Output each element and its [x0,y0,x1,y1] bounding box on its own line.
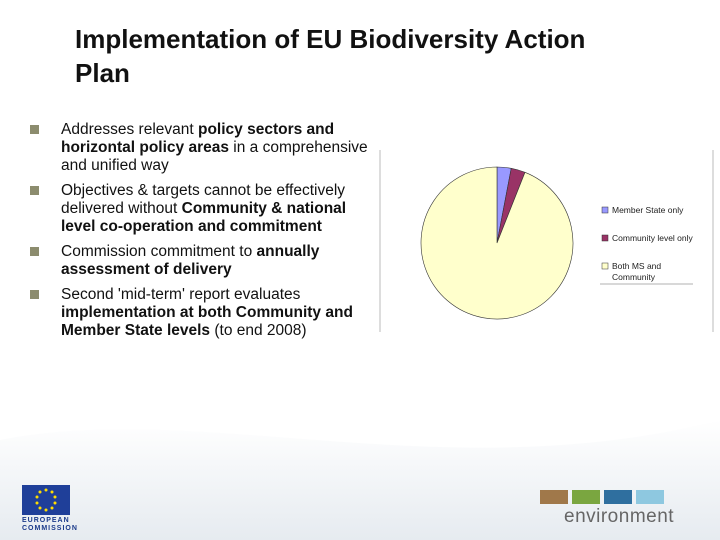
environment-logo [540,490,664,504]
bullet-text: policy sectors and horizontal policy are… [61,121,335,156]
background-wave [0,420,720,540]
legend-label: Both MS and Community [612,261,661,282]
bullet: Commission commitment to annually assess… [30,243,370,279]
bullet-text: Addresses relevant [61,121,198,138]
bullet-text: Second 'mid-term' report evaluates [61,286,301,303]
bullet-text: implementation at both Community and Mem… [61,304,353,339]
bullet-text: Commission commitment to [61,243,257,260]
bullet-text: Community & national level co-operation … [61,200,347,235]
bullet-text: annually assessment of delivery [61,243,320,278]
pie-slice [420,166,574,320]
pie-chart: Member State only Community level only Bot… [379,150,714,332]
legend-swatch [601,234,609,242]
legend-swatch [601,206,609,214]
environment-label: environment [564,506,675,527]
bullet: Second 'mid-term' report evaluates imple… [30,286,370,340]
bullet-text: Objectives & targets cannot be effective… [61,182,346,217]
bullet-list: Addresses relevant policy sectors and ho… [30,121,370,347]
bullet: Objectives & targets cannot be effective… [30,182,370,236]
bullet: Addresses relevant policy sectors and ho… [30,121,370,175]
bullet-text: (to end 2008) [210,322,307,339]
slide-title: Implementation of EU Biodiversity Action… [75,24,586,88]
legend-label: Member State only [612,205,684,215]
legend-swatch [601,262,609,270]
commission-label: EUROPEAN COMMISSION [22,517,78,532]
eu-flag [22,485,70,515]
legend-label: Community level only [612,233,694,243]
bullet-text: in a comprehensive and unified way [61,139,368,174]
